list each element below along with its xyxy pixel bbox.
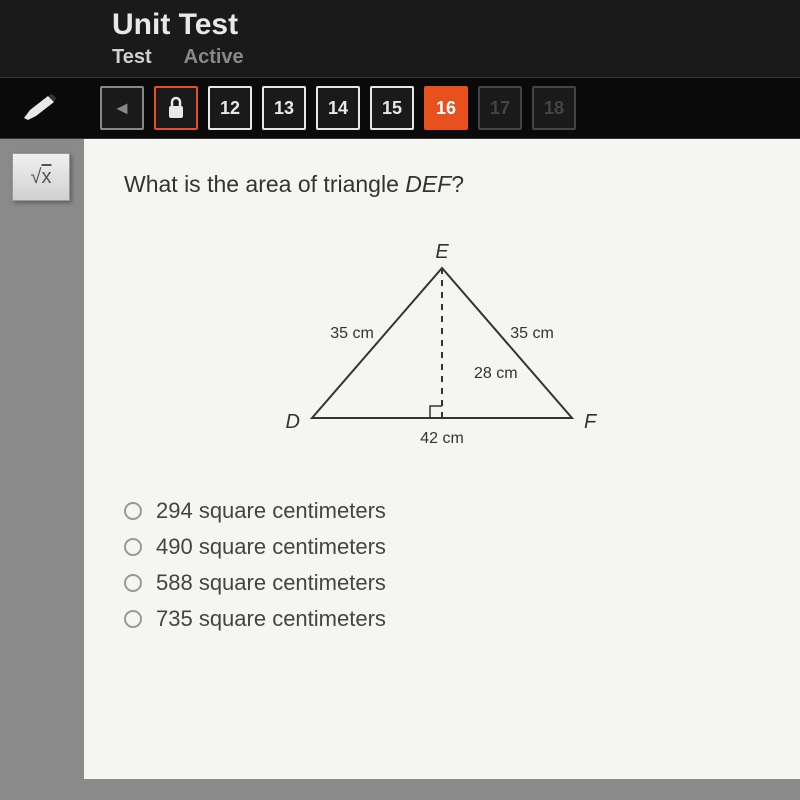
option-a[interactable]: 294 square centimeters	[124, 498, 760, 524]
question-13-button[interactable]: 13	[262, 86, 306, 130]
radio-icon	[124, 538, 142, 556]
tab-active[interactable]: Active	[184, 46, 244, 69]
answer-options: 294 square centimeters 490 square centim…	[124, 498, 760, 632]
option-c-label: 588 square centimeters	[156, 570, 386, 596]
prompt-pre: What is the area of triangle	[124, 171, 405, 197]
option-c[interactable]: 588 square centimeters	[124, 570, 760, 596]
svg-text:28 cm: 28 cm	[474, 365, 518, 382]
option-b[interactable]: 490 square centimeters	[124, 534, 760, 560]
svg-text:35 cm: 35 cm	[510, 325, 554, 342]
radio-icon	[124, 610, 142, 628]
header: Unit Test Test Active ◄ 12 13 14 15 16 1…	[0, 0, 800, 139]
question-prompt: What is the area of triangle DEF?	[124, 171, 760, 198]
lock-icon	[166, 96, 186, 120]
page-title: Unit Test	[112, 8, 800, 42]
svg-text:35 cm: 35 cm	[330, 325, 374, 342]
tabs: Test Active	[0, 44, 800, 77]
option-b-label: 490 square centimeters	[156, 534, 386, 560]
lock-button[interactable]	[154, 86, 198, 130]
option-a-label: 294 square centimeters	[156, 498, 386, 524]
svg-text:E: E	[435, 241, 449, 263]
svg-text:F: F	[584, 411, 598, 433]
marker-icon[interactable]	[12, 86, 66, 130]
question-12-button[interactable]: 12	[208, 86, 252, 130]
question-16-button[interactable]: 16	[424, 86, 468, 130]
prev-button[interactable]: ◄	[100, 86, 144, 130]
question-14-button[interactable]: 14	[316, 86, 360, 130]
prev-arrow-icon: ◄	[113, 98, 131, 119]
question-18-button: 18	[532, 86, 576, 130]
formula-tool-button[interactable]: √x	[12, 153, 70, 201]
question-15-button[interactable]: 15	[370, 86, 414, 130]
question-17-button: 17	[478, 86, 522, 130]
question-panel: What is the area of triangle DEF? E D F …	[84, 139, 800, 779]
triangle-name: DEF	[405, 171, 451, 197]
option-d[interactable]: 735 square centimeters	[124, 606, 760, 632]
svg-text:D: D	[286, 411, 300, 433]
option-d-label: 735 square centimeters	[156, 606, 386, 632]
svg-text:42 cm: 42 cm	[420, 430, 464, 447]
radio-icon	[124, 502, 142, 520]
sidebar: √x	[0, 139, 84, 779]
toolbar: ◄ 12 13 14 15 16 17 18	[0, 77, 800, 139]
triangle-diagram: E D F 35 cm 35 cm 28 cm 42 cm	[124, 228, 760, 458]
tab-test[interactable]: Test	[112, 46, 152, 69]
radio-icon	[124, 574, 142, 592]
formula-tool-label: √x	[31, 166, 52, 189]
prompt-post: ?	[451, 171, 464, 197]
